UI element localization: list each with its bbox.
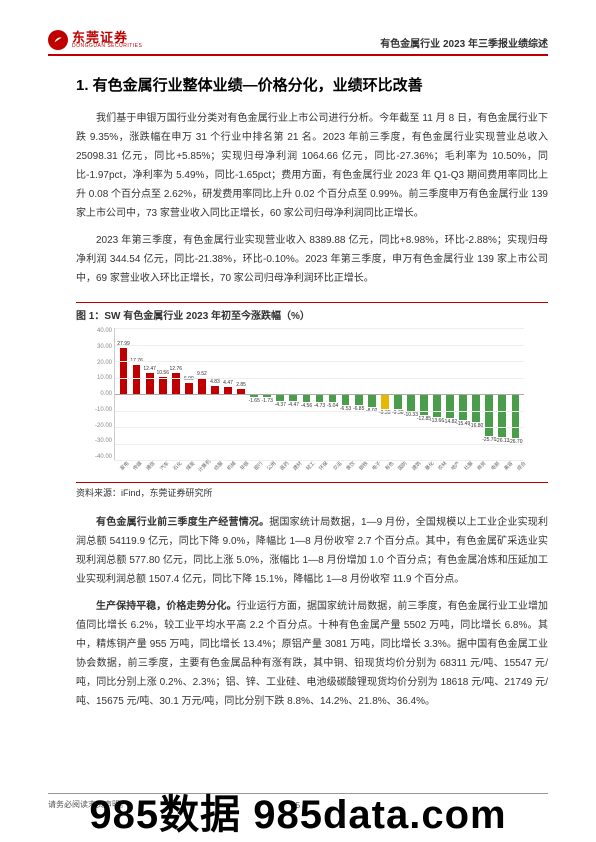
brand-logo: 东莞证券 DONGGUAN SECURITIES — [48, 30, 142, 50]
chart-bar — [459, 394, 467, 420]
section-title: 1. 有色金属行业整体业绩—价格分化，业绩环比改善 — [76, 74, 548, 95]
bar-value-label: -4.37 — [275, 402, 286, 408]
chart-bar — [342, 394, 350, 405]
chart-bar — [472, 394, 480, 422]
chart-bar — [198, 378, 206, 394]
chart-bar — [224, 387, 232, 394]
chart-bar — [133, 365, 141, 394]
bar-value-label: -25.70 — [482, 437, 496, 443]
bar-value-label: -13.66 — [430, 418, 444, 424]
chart-bar — [303, 394, 311, 402]
figure-title-bar: 图 1：SW 有色金属行业 2023 年初至今涨跌幅（%） — [76, 302, 548, 324]
p4-body: 行业运行方面，据国家统计局数据，前三季度，有色金属行业工业增加值同比增长 6.2… — [76, 601, 548, 707]
bar-value-label: -1.73 — [262, 398, 273, 404]
chart-bar — [446, 394, 454, 418]
chart-y-axis: 40.0030.0020.0010.000.00-10.00-20.00-30.… — [84, 328, 112, 460]
chart-bar — [211, 386, 219, 394]
logo-icon — [48, 30, 68, 50]
figure-title: 图 1：SW 有色金属行业 2023 年初至今涨跌幅（%） — [76, 311, 310, 322]
p3-lead: 有色金属行业前三季度生产经营情况。 — [96, 517, 269, 528]
chart-bar — [512, 394, 520, 438]
chart-bar — [368, 394, 376, 407]
chart-area: 40.0030.0020.0010.000.00-10.00-20.00-30.… — [84, 328, 524, 478]
watermark: 985数据 985data.com — [0, 782, 596, 840]
chart-bar — [289, 394, 297, 401]
bar-value-label: 12.76 — [170, 366, 183, 372]
bar-value-label: -1.65 — [248, 398, 259, 404]
header-doc-title: 有色金属行业 2023 年三季报业绩综述 — [380, 35, 548, 50]
chart-bar — [433, 394, 441, 417]
paragraph-1: 我们基于申银万国行业分类对有色金属行业上市公司进行分析。今年截至 11 月 8 … — [76, 109, 548, 223]
figure-source: 资料来源：iFind，东莞证券研究所 — [76, 482, 548, 499]
bar-value-label: 4.47 — [223, 380, 233, 386]
bar-value-label: 10.56 — [156, 370, 169, 376]
page-header: 东莞证券 DONGGUAN SECURITIES 有色金属行业 2023 年三季… — [48, 30, 548, 56]
p4-lead: 生产保持平稳，价格走势分化。 — [96, 601, 237, 612]
chart-bar — [276, 394, 284, 401]
bar-value-label: 2.85 — [236, 382, 246, 388]
paragraph-4: 生产保持平稳，价格走势分化。行业运行方面，据国家统计局数据，前三季度，有色金属行… — [76, 597, 548, 711]
logo-subtext: DONGGUAN SECURITIES — [72, 44, 142, 49]
chart-bar — [316, 394, 324, 402]
chart-bar — [420, 394, 428, 415]
paragraph-2: 2023 年第三季度，有色金属行业实现营业收入 8389.88 亿元，同比+8.… — [76, 231, 548, 288]
bar-value-label: -12.85 — [417, 416, 431, 422]
bar-value-label: -14.82 — [443, 419, 457, 425]
chart-bar — [485, 394, 493, 436]
bar-value-label: -4.47 — [288, 402, 299, 408]
bar-value-label: 12.47 — [143, 366, 156, 372]
chart-bar — [159, 377, 167, 394]
bar-value-label: -15.49 — [456, 421, 470, 427]
chart-bar — [498, 394, 506, 437]
bar-value-label: 9.52 — [197, 371, 207, 377]
bar-value-label: -10.33 — [404, 412, 418, 418]
chart-bar — [172, 373, 180, 394]
paragraph-3: 有色金属行业前三季度生产经营情况。据国家统计局数据，1—9 月份，全国规模以上工… — [76, 513, 548, 589]
bar-value-label: -4.73 — [314, 403, 325, 409]
chart-bar — [381, 394, 389, 409]
bar-value-label: -5.04 — [327, 403, 338, 409]
chart-bar — [120, 348, 128, 394]
chart-bar — [407, 394, 415, 411]
chart-bar — [329, 394, 337, 402]
chart-plot: 27.9917.7612.4710.5612.766.909.524.834.4… — [114, 328, 524, 460]
chart-bar — [185, 383, 193, 394]
chart-bar — [394, 394, 402, 409]
chart-x-axis: 家电传媒通信汽车石化煤炭计算机纺服机械非银银行公用医药建材轻工环保交运食饮钢铁电… — [114, 462, 524, 478]
chart-bar — [355, 394, 363, 405]
bar-value-label: 4.83 — [210, 379, 220, 385]
x-axis-label: 综合 — [514, 459, 535, 480]
bar-value-label: -4.56 — [301, 403, 312, 409]
